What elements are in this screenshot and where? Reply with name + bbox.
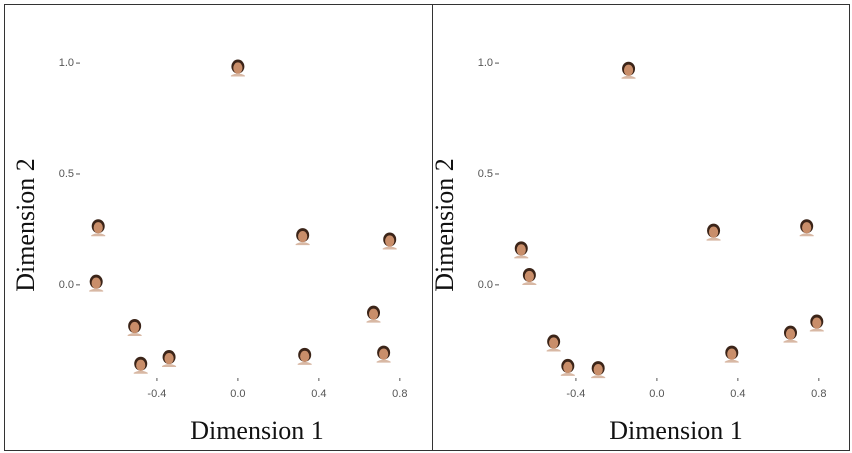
y-tick-label: 1.0 (478, 57, 493, 69)
shoulders (725, 360, 739, 363)
face-marker (591, 361, 605, 378)
shoulders (296, 242, 310, 245)
face (300, 351, 309, 362)
face-marker (707, 224, 721, 241)
face (369, 309, 378, 320)
face-marker (725, 346, 739, 363)
shoulders (514, 255, 528, 258)
face-marker (296, 228, 310, 245)
y-tick-label: 0.5 (478, 168, 493, 180)
frame (5, 5, 850, 451)
shoulders (162, 364, 176, 367)
shoulders (810, 329, 824, 332)
shoulders (547, 349, 561, 352)
shoulders (561, 373, 575, 376)
shoulders (367, 320, 381, 323)
face-marker (810, 315, 824, 332)
face (94, 222, 103, 233)
x-axis-title: Dimension 1 (609, 416, 743, 445)
face-marker (522, 268, 536, 285)
face (594, 364, 603, 375)
face (525, 271, 534, 282)
figure: 0.0 0.5 1.0 -0.4 0.0 0.4 0.8 Dimension 1 Dimensi… (0, 0, 852, 453)
face-marker (547, 335, 561, 352)
face (727, 349, 736, 360)
face-marker (800, 219, 814, 236)
x-tick-label: 0.4 (311, 388, 326, 400)
face-marker (561, 359, 575, 376)
shoulders (591, 375, 605, 378)
shoulders (522, 282, 536, 285)
face-marker (298, 348, 312, 365)
y-axis-title: Dimension 2 (11, 158, 40, 292)
shoulders (783, 340, 797, 343)
face-marker (231, 60, 245, 77)
x-tick-label: 0.4 (730, 388, 745, 400)
face (92, 278, 101, 289)
x-tick-label: -0.4 (147, 388, 166, 400)
x-tick-label: 0.8 (811, 388, 826, 400)
face (802, 222, 811, 233)
face-marker (783, 326, 797, 343)
shoulders (231, 74, 245, 77)
shoulders (800, 233, 814, 236)
x-tick-label: 0.8 (392, 388, 407, 400)
x-tick-label: 0.0 (230, 388, 245, 400)
y-tick-label: 1.0 (59, 57, 74, 69)
shoulders (134, 371, 148, 374)
shoulders (298, 362, 312, 365)
face (130, 322, 139, 333)
shoulders (383, 247, 397, 250)
x-tick-label: -0.4 (566, 388, 585, 400)
face (563, 362, 572, 373)
y-tick-label: 0.0 (59, 279, 74, 291)
face-marker (162, 350, 176, 367)
shoulders (622, 76, 636, 79)
face (379, 349, 388, 360)
face-marker (367, 306, 381, 323)
face-marker (383, 233, 397, 250)
face (136, 360, 145, 371)
shoulders (377, 360, 391, 363)
face (233, 62, 242, 73)
face-marker (514, 241, 528, 258)
shoulders (89, 289, 103, 292)
shoulders (128, 333, 142, 336)
shoulders (91, 233, 105, 236)
face (786, 329, 795, 340)
face (709, 227, 718, 238)
face (385, 235, 394, 246)
face-marker (128, 319, 142, 336)
y-tick-label: 0.0 (478, 279, 493, 291)
face (298, 231, 307, 242)
face-marker (622, 62, 636, 79)
x-axis-title: Dimension 1 (190, 416, 324, 445)
face-marker (377, 346, 391, 363)
y-axis-title: Dimension 2 (430, 158, 459, 292)
x-tick-label: 0.0 (649, 388, 664, 400)
face (164, 353, 173, 364)
face (624, 65, 633, 76)
shoulders (707, 238, 721, 241)
face (517, 244, 526, 255)
face-marker (134, 357, 148, 374)
face-marker (89, 275, 103, 292)
y-tick-label: 0.5 (59, 168, 74, 180)
face (812, 317, 821, 328)
face (549, 337, 558, 348)
face-marker (91, 219, 105, 236)
